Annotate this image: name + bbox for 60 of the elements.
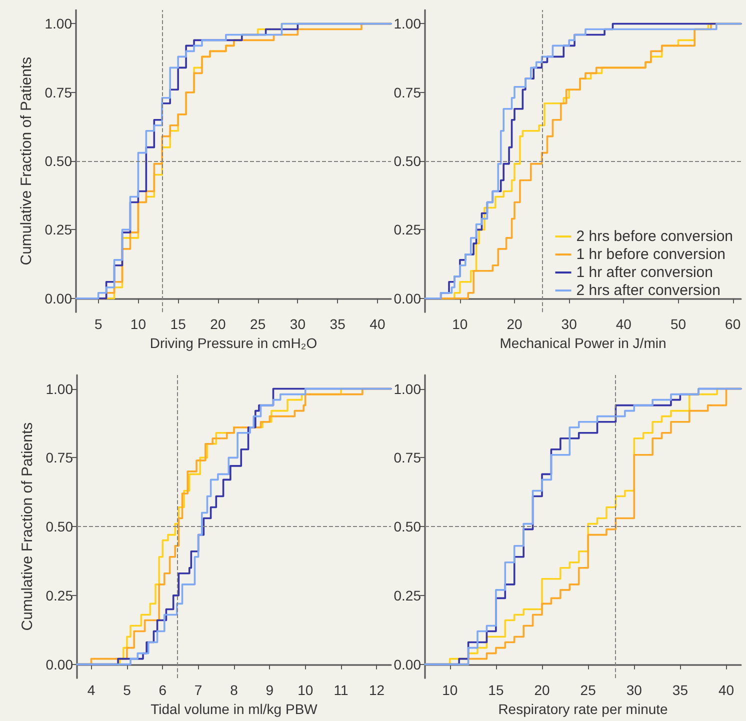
x-tick-label: 30 <box>290 316 306 332</box>
y-tick-label: 0.25 <box>44 222 72 238</box>
x-tick-label: 10 <box>130 316 146 332</box>
x-tick-label: 40 <box>370 316 386 332</box>
x-tick-label: 20 <box>506 316 523 332</box>
y-tick-label: 0.00 <box>394 656 422 672</box>
x-tick-label: 50 <box>670 316 686 332</box>
x-tick-label: 25 <box>250 316 266 332</box>
x-axis-title: Respiratory rate per minute <box>498 701 668 717</box>
x-tick-label: 11 <box>334 682 349 698</box>
x-tick-label: 40 <box>718 682 734 698</box>
x-tick-label: 4 <box>87 682 96 698</box>
y-axis-title: Cumulative Fraction of Patients <box>18 56 35 266</box>
x-tick-label: 30 <box>626 682 642 698</box>
y-tick-label: 0.75 <box>394 450 422 466</box>
x-tick-label: 15 <box>170 316 186 332</box>
y-tick-label: 0.25 <box>394 587 422 604</box>
x-tick-label: 25 <box>580 682 596 698</box>
x-tick-label: 10 <box>452 316 468 332</box>
x-tick-label: 35 <box>330 316 346 332</box>
y-tick-label: 0.00 <box>394 290 422 306</box>
x-tick-label: 9 <box>266 682 274 698</box>
x-tick-label: 5 <box>123 682 132 698</box>
y-tick-label: 0.75 <box>46 450 74 466</box>
x-tick-label: 5 <box>94 316 102 332</box>
x-tick-label: 12 <box>368 682 385 698</box>
x-tick-label: 35 <box>672 682 688 698</box>
x-axis-title: Driving Pressure in cmH₂O <box>150 335 318 351</box>
legend-label: 2 hrs after conversion <box>576 282 720 299</box>
y-tick-label: 0.50 <box>46 518 74 535</box>
y-tick-label: 1.00 <box>394 16 422 32</box>
x-tick-label: 60 <box>725 316 741 332</box>
y-tick-label: 0.75 <box>44 84 72 100</box>
x-tick-label: 7 <box>194 682 202 698</box>
x-tick-label: 10 <box>442 682 458 698</box>
x-tick-label: 15 <box>488 682 504 698</box>
x-tick-label: 30 <box>561 316 578 332</box>
x-axis-title: Tidal volume in ml/kg PBW <box>150 701 318 717</box>
legend-label: 2 hrs before conversion <box>576 228 734 245</box>
y-tick-label: 0.50 <box>394 153 422 170</box>
x-tick-label: 10 <box>298 682 314 698</box>
x-tick-label: 6 <box>158 682 167 698</box>
y-tick-label: 0.50 <box>44 153 72 170</box>
legend-label: 1 hr before conversion <box>576 246 726 263</box>
legend-label: 1 hr after conversion <box>576 264 713 281</box>
x-tick-label: 20 <box>210 316 226 332</box>
y-axis-title: Cumulative Fraction of Patients <box>18 422 36 631</box>
x-axis-title: Mechanical Power in J/min <box>500 335 666 351</box>
y-tick-label: 0.25 <box>394 222 422 238</box>
y-tick-label: 1.00 <box>394 380 422 397</box>
y-tick-label: 0.00 <box>44 290 72 306</box>
y-tick-label: 0.00 <box>46 656 74 672</box>
x-tick-label: 20 <box>534 682 550 698</box>
y-tick-label: 1.00 <box>44 16 72 32</box>
y-tick-label: 0.25 <box>46 587 74 604</box>
x-tick-label: 40 <box>616 316 632 332</box>
x-tick-label: 8 <box>230 682 238 698</box>
y-tick-label: 0.75 <box>394 84 422 100</box>
y-tick-label: 1.00 <box>46 380 74 397</box>
y-tick-label: 0.50 <box>394 518 422 535</box>
